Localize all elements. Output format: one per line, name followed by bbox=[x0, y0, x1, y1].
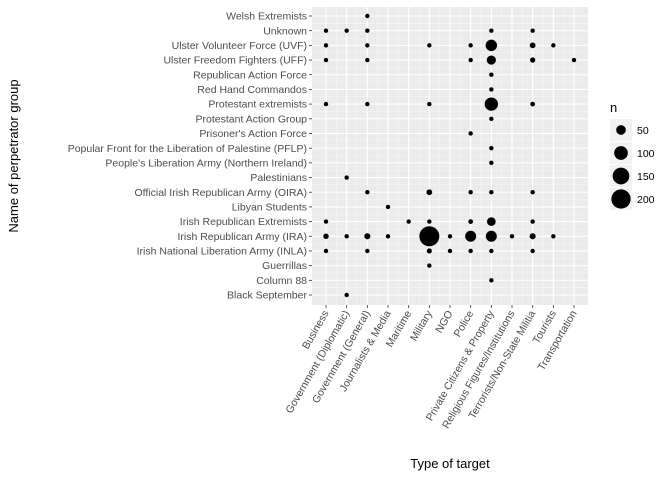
data-point bbox=[365, 248, 370, 254]
y-tick-label: Republican Action Force bbox=[193, 69, 307, 81]
y-tick-label: Popular Front for the Liberation of Pale… bbox=[68, 143, 307, 155]
y-tick-label: Ulster Freedom Fighters (UFF) bbox=[163, 55, 307, 67]
data-point bbox=[427, 219, 432, 224]
data-point bbox=[323, 248, 329, 254]
data-point bbox=[385, 204, 391, 210]
data-point bbox=[323, 219, 329, 224]
data-point bbox=[323, 57, 329, 63]
y-tick-label: Black September bbox=[227, 290, 307, 302]
data-point bbox=[447, 248, 453, 254]
x-axis-title: Type of target bbox=[410, 456, 490, 471]
data-point bbox=[489, 72, 494, 77]
y-tick-label: Irish Republican Army (IRA) bbox=[177, 231, 307, 243]
data-point bbox=[419, 226, 440, 247]
data-point bbox=[489, 278, 494, 283]
data-point bbox=[509, 234, 515, 239]
data-point bbox=[344, 292, 349, 298]
data-point bbox=[489, 87, 494, 92]
data-point bbox=[530, 219, 535, 224]
data-point bbox=[465, 230, 477, 242]
data-point bbox=[364, 233, 371, 240]
x-tick-label: Military bbox=[408, 308, 435, 343]
data-point bbox=[485, 230, 497, 242]
legend-key-circle bbox=[611, 189, 631, 209]
data-point bbox=[486, 55, 496, 65]
data-point bbox=[468, 190, 473, 195]
data-point bbox=[551, 234, 556, 239]
data-point bbox=[427, 101, 432, 107]
legend-title: n bbox=[610, 100, 617, 115]
y-axis-title: Name of perpetrator group bbox=[6, 79, 21, 232]
y-tick-label: Libyan Students bbox=[232, 201, 307, 213]
data-point bbox=[323, 101, 329, 107]
data-point bbox=[530, 28, 535, 33]
data-point bbox=[447, 234, 453, 239]
y-tick-label: Guerrillas bbox=[262, 260, 307, 272]
y-tick-label: Column 88 bbox=[256, 275, 307, 287]
data-point bbox=[489, 145, 494, 151]
data-point bbox=[551, 43, 556, 48]
data-point bbox=[489, 116, 494, 121]
data-point bbox=[484, 97, 498, 111]
data-point bbox=[427, 263, 432, 268]
y-tick-label: Prisoner's Action Force bbox=[199, 128, 307, 140]
data-point bbox=[365, 28, 370, 33]
data-point bbox=[323, 28, 329, 33]
data-point bbox=[489, 28, 494, 33]
data-point bbox=[468, 219, 474, 224]
data-point bbox=[530, 57, 536, 63]
y-tick-label: Official Irish Republican Army (OIRA) bbox=[134, 187, 307, 199]
data-point bbox=[406, 219, 411, 224]
y-tick-label: Ulster Volunteer Force (UVF) bbox=[172, 40, 307, 52]
data-point bbox=[468, 131, 473, 136]
y-tick-label: People's Liberation Army (Northern Irela… bbox=[105, 157, 307, 169]
data-point bbox=[489, 160, 494, 166]
data-point bbox=[365, 13, 370, 19]
y-tick-label: Protestant extremists bbox=[208, 99, 307, 111]
data-point bbox=[468, 43, 473, 48]
data-point bbox=[323, 233, 329, 239]
legend-key-circle bbox=[614, 146, 628, 160]
data-point bbox=[485, 39, 498, 52]
data-point bbox=[365, 43, 370, 48]
data-point bbox=[344, 28, 349, 33]
legend-label: 150 bbox=[637, 171, 655, 183]
legend-label: 50 bbox=[637, 125, 649, 137]
y-tick-label: Red Hand Commandos bbox=[197, 84, 307, 96]
legend-key-circle bbox=[616, 125, 626, 135]
data-point bbox=[489, 190, 494, 195]
data-point bbox=[365, 57, 370, 63]
y-tick-label: Irish Republican Extremists bbox=[180, 216, 307, 228]
data-point bbox=[365, 190, 370, 195]
y-tick-label: Unknown bbox=[263, 25, 307, 37]
data-point bbox=[365, 101, 370, 107]
legend-label: 200 bbox=[637, 194, 655, 206]
data-point bbox=[468, 57, 473, 63]
data-point bbox=[344, 175, 349, 180]
data-point bbox=[571, 57, 577, 63]
y-tick-label: Palestinians bbox=[250, 172, 307, 184]
data-point bbox=[487, 217, 496, 226]
data-point bbox=[323, 43, 329, 48]
data-point bbox=[426, 248, 432, 254]
legend-label: 100 bbox=[637, 148, 655, 160]
y-tick-label: Welsh Extremists bbox=[226, 11, 307, 23]
legend-key-circle bbox=[612, 167, 630, 185]
data-point bbox=[344, 234, 349, 239]
data-point bbox=[468, 248, 473, 254]
data-point bbox=[530, 101, 536, 107]
y-tick-label: Irish National Liberation Army (INLA) bbox=[137, 246, 307, 258]
data-point bbox=[529, 42, 536, 49]
data-point bbox=[426, 189, 433, 196]
data-point bbox=[427, 43, 432, 48]
data-point bbox=[529, 233, 536, 240]
data-point bbox=[530, 248, 535, 254]
data-point bbox=[385, 234, 391, 239]
data-point bbox=[530, 190, 535, 195]
y-tick-label: Protestant Action Group bbox=[196, 113, 308, 125]
data-point bbox=[489, 248, 494, 254]
